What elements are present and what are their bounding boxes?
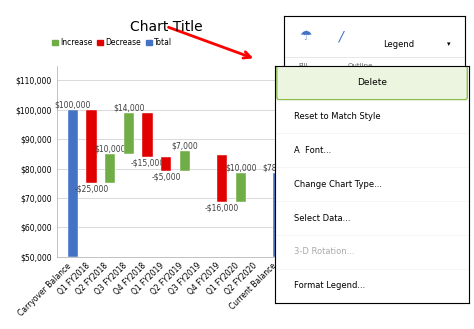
Text: -$16,000: -$16,000	[205, 204, 239, 213]
Text: -$5,000: -$5,000	[151, 173, 181, 182]
Bar	[236, 173, 246, 202]
Text: $100,000: $100,000	[55, 100, 91, 109]
Text: Fill: Fill	[299, 63, 308, 69]
Text: Outline: Outline	[347, 63, 373, 69]
Bar	[161, 157, 171, 171]
Text: Legend: Legend	[383, 40, 415, 49]
Text: -$15,000: -$15,000	[130, 158, 164, 167]
Text: Reset to Match Style: Reset to Match Style	[294, 112, 381, 121]
Text: ▾: ▾	[447, 41, 450, 47]
Text: $78,500: $78,500	[262, 164, 294, 172]
Bar	[68, 110, 78, 257]
Bar	[180, 151, 190, 171]
Text: Chart Title: Chart Title	[129, 20, 202, 34]
Text: /: /	[338, 29, 343, 43]
Text: $7,000: $7,000	[171, 141, 198, 150]
Text: Delete: Delete	[357, 78, 387, 87]
Bar	[273, 173, 283, 257]
Bar	[217, 155, 227, 202]
Bar	[86, 110, 97, 183]
Text: A  Font...: A Font...	[294, 146, 332, 155]
Text: $10,000: $10,000	[94, 144, 126, 153]
Text: Format Legend...: Format Legend...	[294, 281, 365, 290]
Text: $14,000: $14,000	[113, 103, 145, 112]
Text: $10,000: $10,000	[225, 164, 256, 172]
Bar	[124, 113, 134, 154]
Legend: Increase, Decrease, Total: Increase, Decrease, Total	[49, 35, 175, 50]
FancyBboxPatch shape	[277, 66, 467, 100]
Text: 3-D Rotation...: 3-D Rotation...	[294, 247, 355, 256]
Text: Select Data...: Select Data...	[294, 214, 351, 223]
Text: ☂: ☂	[299, 29, 311, 43]
Text: Change Chart Type...: Change Chart Type...	[294, 180, 383, 189]
Text: -$25,000: -$25,000	[74, 185, 109, 194]
Bar	[105, 154, 115, 183]
Bar	[142, 113, 153, 157]
